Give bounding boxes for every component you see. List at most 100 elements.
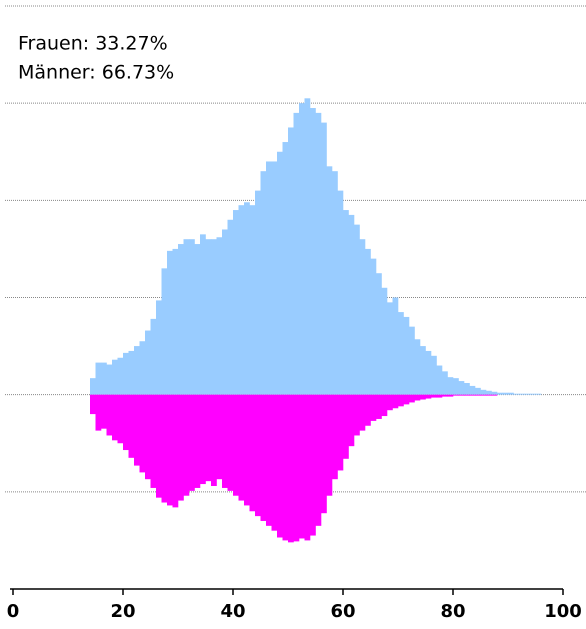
bar: [497, 392, 503, 395]
bar: [167, 394, 173, 506]
bar: [304, 394, 311, 541]
bar: [156, 394, 162, 498]
bar: [376, 394, 382, 419]
bar: [535, 393, 542, 395]
bar: [101, 394, 107, 429]
bar: [277, 151, 283, 395]
bar: [216, 237, 223, 395]
bar: [469, 385, 476, 395]
bar: [189, 394, 195, 491]
bar: [502, 392, 509, 395]
bar: [480, 389, 487, 395]
bar: [150, 318, 157, 395]
bar: [299, 103, 305, 395]
bar: [398, 312, 404, 395]
bar: [304, 98, 311, 395]
bar: [134, 394, 140, 466]
bar: [95, 362, 102, 395]
bar: [200, 394, 206, 485]
bar: [436, 394, 443, 398]
bar: [266, 161, 272, 395]
bar: [244, 394, 250, 506]
x-tick-label: 20: [110, 601, 135, 622]
bar: [365, 248, 371, 395]
bar: [453, 378, 459, 395]
bar: [508, 392, 514, 395]
bar: [381, 394, 388, 417]
bar: [387, 302, 393, 395]
bar: [475, 394, 481, 396]
x-tick-label: 0: [7, 601, 20, 622]
bar: [343, 210, 349, 395]
bar: [167, 250, 173, 395]
bar: [348, 394, 355, 447]
bar: [211, 394, 217, 487]
bar: [326, 166, 333, 395]
bar: [255, 190, 261, 395]
bar: [321, 122, 327, 395]
bar: [117, 394, 124, 444]
bar: [95, 394, 102, 431]
bar: [145, 330, 151, 395]
bar: [442, 394, 448, 397]
bar: [128, 350, 135, 395]
bar: [117, 357, 124, 395]
bar: [387, 394, 393, 411]
bar: [425, 394, 432, 399]
bar: [359, 239, 366, 395]
bar: [359, 394, 366, 431]
bar: [244, 202, 250, 395]
bar: [293, 394, 300, 542]
bar: [414, 339, 421, 395]
bar: [513, 393, 520, 395]
bar: [222, 394, 228, 488]
bar: [161, 268, 168, 395]
bar: [486, 394, 492, 396]
x-tick-label: 60: [330, 601, 355, 622]
bar: [354, 394, 360, 436]
bar: [128, 394, 135, 458]
bar: [260, 394, 267, 521]
bar: [519, 393, 525, 395]
bar: [381, 287, 388, 395]
bar: [486, 390, 492, 395]
annotation: Männer: 66.73%: [18, 62, 174, 84]
bar: [480, 394, 487, 396]
bar: [299, 394, 305, 539]
bar: [260, 171, 267, 395]
bar: [425, 350, 432, 395]
bar: [277, 394, 283, 538]
bar: [106, 394, 113, 436]
bar: [90, 378, 96, 395]
bar: [442, 371, 448, 395]
bar: [249, 394, 256, 512]
bar: [112, 394, 118, 441]
bar: [420, 394, 426, 400]
bar: [90, 394, 96, 415]
bar: [222, 229, 228, 395]
bar: [315, 394, 322, 526]
bar: [288, 127, 294, 395]
bar: [271, 161, 278, 395]
bar: [183, 394, 190, 496]
bar: [145, 394, 151, 480]
bar: [238, 205, 245, 395]
bar: [227, 394, 234, 491]
bar: [409, 394, 415, 403]
bar: [282, 142, 289, 395]
bar: [205, 239, 212, 395]
bar: [172, 248, 179, 395]
bar: [205, 394, 212, 482]
bar: [172, 394, 179, 508]
bar: [458, 394, 465, 396]
bar: [255, 394, 261, 517]
bar: [227, 219, 234, 395]
bar: [266, 394, 272, 526]
bar: [332, 171, 338, 395]
bar: [315, 112, 322, 395]
bar: [139, 394, 146, 473]
bar: [464, 383, 470, 395]
bar: [348, 214, 355, 395]
bar: [321, 394, 327, 514]
